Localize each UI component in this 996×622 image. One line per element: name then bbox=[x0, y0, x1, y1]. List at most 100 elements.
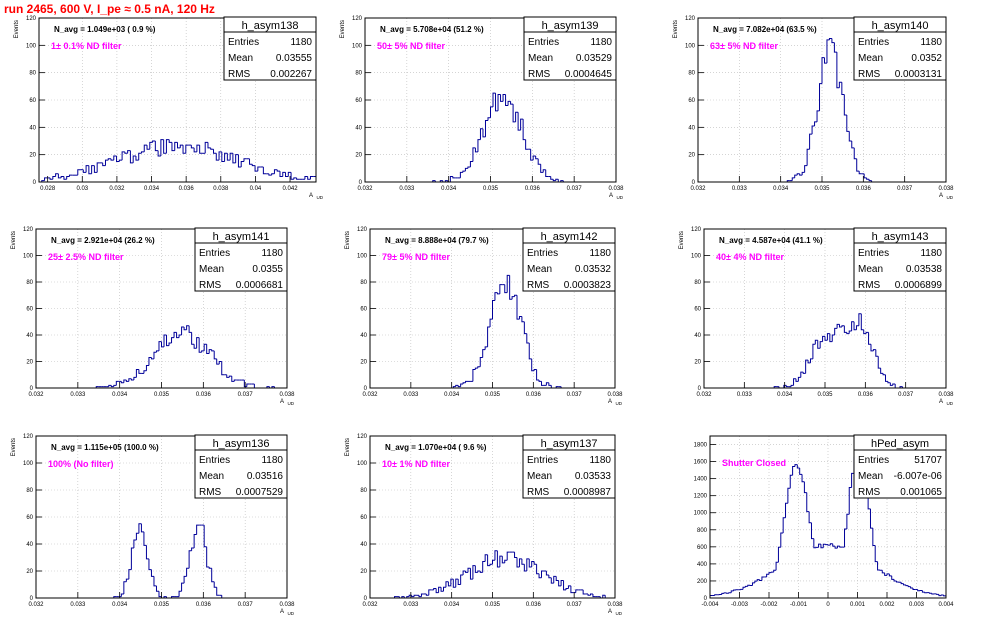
histogram-bin bbox=[435, 588, 439, 594]
histogram-bin bbox=[846, 115, 850, 132]
histogram-bin bbox=[469, 161, 473, 167]
histogram-bin bbox=[309, 176, 314, 180]
histogram-bin bbox=[893, 579, 897, 582]
y-tick-label: 100 bbox=[23, 461, 34, 467]
y-tick-label: 80 bbox=[355, 71, 362, 77]
histogram-bin bbox=[575, 589, 579, 593]
histogram-bin bbox=[132, 155, 136, 163]
histogram-bin bbox=[882, 373, 886, 376]
histogram-bin bbox=[49, 177, 53, 180]
histogram-bin bbox=[157, 150, 161, 157]
histogram-panel-h_asym141: 0.032 0.033 0.034 0.035 0.036 0.037 0.038 0 20 40… bbox=[11, 227, 295, 406]
stats-value: 0.002267 bbox=[270, 69, 312, 80]
n-avg-label: N_avg = 1.070e+04 ( 9.6 %) bbox=[385, 443, 487, 452]
stats-value: 0.0006681 bbox=[236, 280, 284, 291]
x-tick-label: 0.035 bbox=[817, 392, 833, 398]
histogram-bin bbox=[887, 381, 891, 384]
filter-annotation: Shutter Closed bbox=[722, 458, 786, 468]
x-tick-label: 0.036 bbox=[526, 392, 542, 398]
histogram-bin bbox=[526, 333, 530, 344]
y-tick-label: 120 bbox=[357, 434, 368, 440]
stats-value: 0.03533 bbox=[575, 471, 612, 482]
histogram-bin bbox=[886, 573, 890, 576]
histogram-bin bbox=[110, 158, 114, 161]
histogram-bin bbox=[795, 378, 799, 382]
histogram-bin bbox=[161, 341, 165, 348]
histogram-bin bbox=[501, 556, 505, 564]
y-tick-label: 40 bbox=[360, 333, 367, 339]
stats-label: Entries bbox=[858, 37, 889, 48]
histogram-bin bbox=[799, 468, 803, 475]
histogram-bin bbox=[307, 176, 311, 180]
histogram-bin bbox=[848, 487, 852, 515]
histogram-bin bbox=[497, 94, 501, 111]
histogram-bin bbox=[777, 546, 781, 563]
histogram-bin bbox=[287, 171, 292, 177]
stats-label: RMS bbox=[858, 487, 881, 498]
filter-annotation: 50± 5% ND filter bbox=[377, 41, 445, 51]
histogram-bin bbox=[279, 171, 283, 178]
y-tick-label: 20 bbox=[688, 153, 695, 159]
histogram-bin bbox=[218, 361, 222, 365]
histogram-bin bbox=[889, 382, 893, 386]
histogram-bin bbox=[515, 111, 519, 122]
histogram-bin bbox=[838, 81, 842, 88]
histogram-bin bbox=[894, 384, 898, 389]
histogram-bin bbox=[824, 336, 828, 341]
histogram-bin bbox=[836, 545, 840, 549]
histogram-bin bbox=[818, 543, 821, 548]
histogram-bin bbox=[165, 139, 170, 154]
histogram-bin bbox=[548, 382, 552, 386]
histogram-bin bbox=[602, 594, 606, 598]
x-tick-label: 0.032 bbox=[109, 186, 125, 192]
histogram-bin bbox=[545, 571, 549, 576]
y-tick-label: 60 bbox=[688, 98, 695, 104]
histogram-bin bbox=[822, 335, 825, 342]
x-tick-label: 0.036 bbox=[179, 186, 195, 192]
histogram-bin bbox=[846, 332, 850, 335]
histogram-bin bbox=[479, 571, 483, 573]
page-title: run 2465, 600 V, I_pe ≈ 0.5 nA, 120 Hz bbox=[4, 2, 215, 16]
histogram-bin bbox=[237, 154, 242, 168]
histogram-bin bbox=[60, 176, 64, 178]
histogram-bin bbox=[145, 364, 149, 371]
histogram-bin bbox=[482, 561, 486, 573]
stats-box-frame bbox=[853, 16, 947, 81]
histogram-bin bbox=[714, 594, 718, 596]
histogram-bin bbox=[145, 545, 149, 560]
histogram-bin bbox=[496, 550, 500, 568]
histogram-bin bbox=[467, 166, 471, 169]
histogram-bin bbox=[814, 121, 818, 126]
histogram-bin bbox=[293, 177, 297, 180]
histogram-bin bbox=[204, 141, 208, 154]
filter-annotation: 10± 1% ND filter bbox=[382, 459, 450, 469]
histogram-bin bbox=[186, 325, 190, 330]
histogram-bin bbox=[179, 144, 184, 148]
y-tick-label: 100 bbox=[23, 254, 34, 260]
histogram-bin bbox=[443, 586, 446, 592]
histogram-bin bbox=[226, 153, 231, 161]
y-tick-label: 200 bbox=[697, 579, 708, 585]
histogram-bin bbox=[496, 292, 500, 295]
histogram-bin bbox=[193, 147, 197, 153]
x-axis-label: A bbox=[608, 399, 612, 405]
histogram-bin bbox=[120, 381, 124, 384]
y-tick-label: 1400 bbox=[694, 477, 708, 483]
stats-label: RMS bbox=[858, 69, 881, 80]
histogram-bin bbox=[273, 169, 278, 174]
stats-value: 51707 bbox=[914, 455, 942, 466]
stats-label: RMS bbox=[528, 69, 551, 80]
x-tick-label: 0.002 bbox=[879, 602, 895, 608]
y-tick-label: 1800 bbox=[694, 443, 708, 449]
histogram-bin bbox=[533, 561, 537, 565]
y-tick-label: 120 bbox=[691, 227, 702, 233]
histogram-bin bbox=[249, 158, 253, 165]
histogram-bin bbox=[166, 335, 170, 347]
histogram-bin bbox=[129, 150, 134, 164]
n-avg-label: N_avg = 1.049e+03 ( 0.9 %) bbox=[54, 25, 156, 34]
histogram-bin bbox=[853, 147, 857, 160]
histogram-bin bbox=[494, 292, 498, 301]
histogram-bin bbox=[163, 139, 167, 154]
histogram-bin bbox=[924, 592, 928, 594]
